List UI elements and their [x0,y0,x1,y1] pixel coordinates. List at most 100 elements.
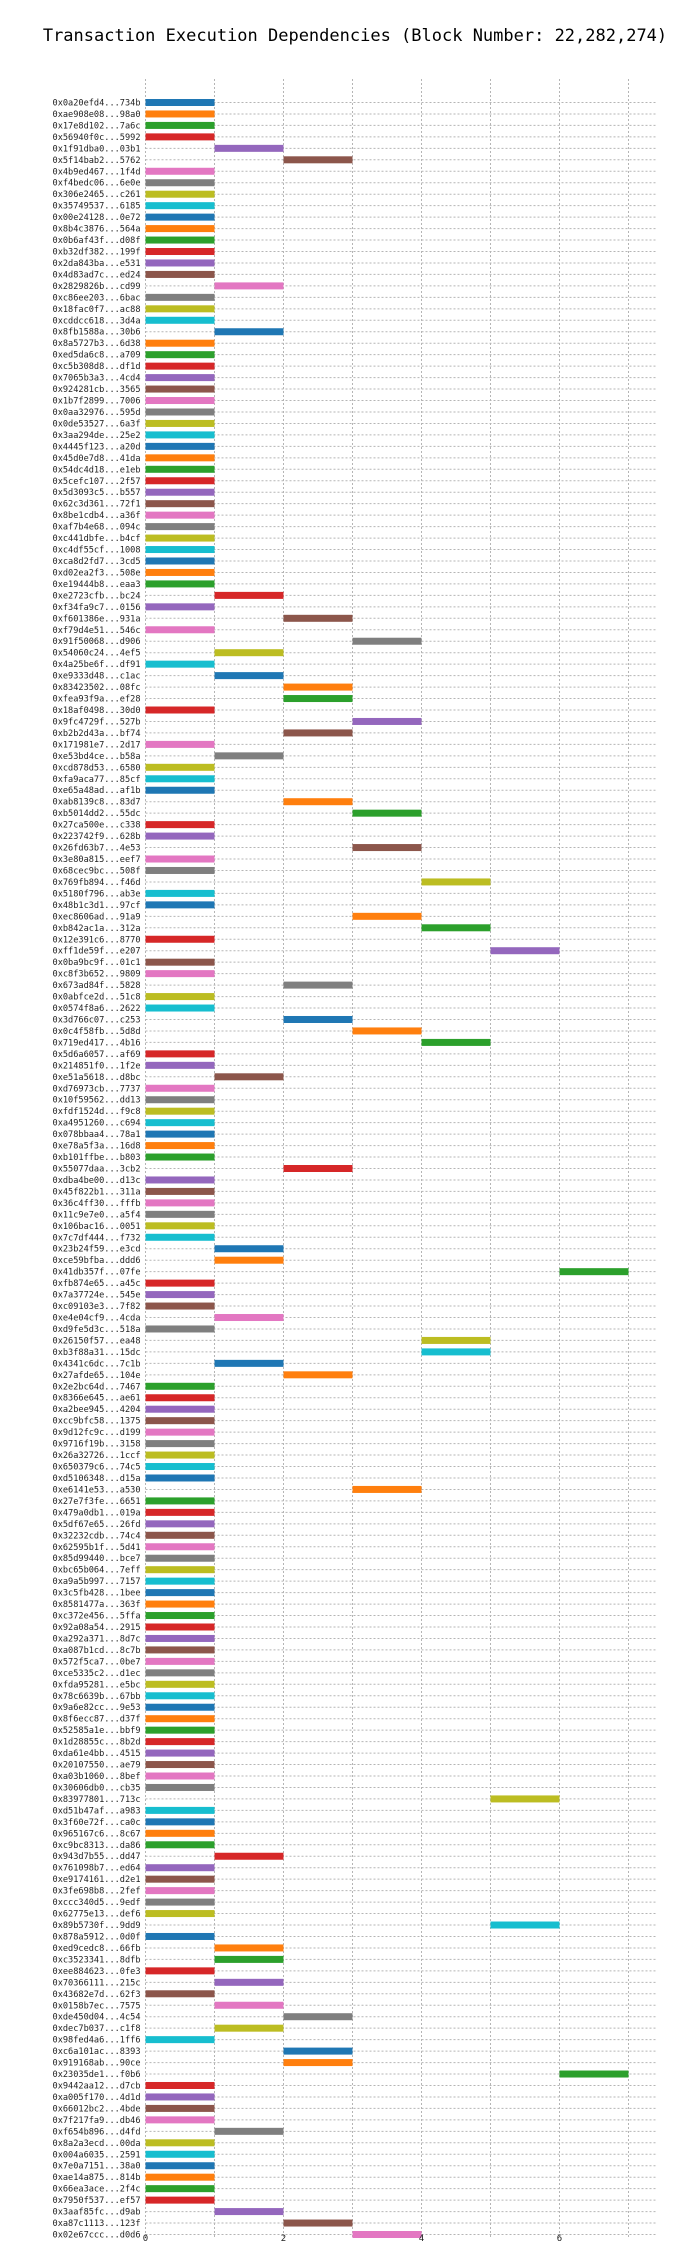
transaction-bar [145,1279,215,1287]
transaction-label: 0x8a5727b3...6d38 [53,339,141,349]
transaction-label: 0xae14a875...814b [53,2173,141,2183]
transaction-bar [145,1612,215,1620]
transaction-bar [352,844,422,852]
transaction-label: 0x4341c6dc...7c1b [53,1359,141,1369]
transaction-bar [145,362,215,370]
transaction-label: 0x479a0db1...019a [53,1508,141,1518]
transaction-label: 0xe6141e53...a530 [53,1485,141,1495]
transaction-label: 0xe2723cfb...bc24 [53,591,141,601]
transaction-label: 0xcddcc618...3d4a [53,316,141,326]
transaction-label: 0x171981e7...2d17 [53,740,141,750]
transaction-label: 0x62775e13...def6 [53,1910,141,1920]
transaction-bar [145,1474,215,1482]
transaction-bar [145,2104,215,2112]
transaction-label: 0x572f5ca7...0be7 [53,1657,141,1667]
transaction-bar [145,179,215,187]
transaction-bar [145,190,215,198]
transaction-label: 0x27e7f3fe...6651 [53,1497,141,1507]
transaction-label: 0x4d83ad7c...ed24 [53,270,141,280]
transaction-label: 0x4445f123...a20d [53,442,141,452]
transaction-bar [145,465,215,473]
transaction-bar [283,695,353,703]
transaction-bar [283,2219,353,2227]
transaction-bar [145,821,215,829]
transaction-label: 0x3aa294de...25e2 [53,431,141,441]
transaction-label: 0xe9333d48...c1ac [53,672,141,682]
transaction-bar [145,993,215,1001]
transaction-label: 0x68cec9bc...508f [53,866,141,876]
transaction-bar [145,1520,215,1528]
transaction-label: 0x8366e645...ae61 [53,1394,141,1404]
transaction-label: 0x85d99440...bce7 [53,1554,141,1564]
transaction-label: 0x83423502...08fc [53,683,141,693]
transaction-label: 0x9442aa12...d7cb [53,2081,141,2091]
transaction-label: 0xc09103e3...7f82 [53,1302,141,1312]
transaction-label: 0xccc340d5...9edf [53,1898,141,1908]
transaction-bar [214,2001,284,2009]
transaction-label: 0xdec7b037...c1f8 [53,2024,141,2034]
transaction-label: 0x20107550...ae79 [53,1761,141,1771]
transaction-bar [145,385,215,393]
transaction-bar [145,1772,215,1780]
transaction-bar [145,568,215,576]
transaction-bar [145,1084,215,1092]
transaction-bar [145,305,215,313]
transaction-label: 0x43682e7d...62f3 [53,1990,141,2000]
transaction-label: 0xa005f170...4d1d [53,2093,141,2103]
transaction-label: 0x12e391c6...8770 [53,935,141,945]
transaction-bar [283,683,353,691]
transaction-bar [145,2162,215,2170]
transaction-label: 0x26a32726...1ccf [53,1451,141,1461]
transaction-label: 0xa4951260...c694 [53,1119,141,1129]
transaction-bar [283,1015,353,1023]
x-tick-label: 0 [143,2234,148,2244]
transaction-label: 0x9716f19b...3158 [53,1440,141,1450]
transaction-label: 0x7c7df444...f732 [53,1233,141,1243]
transaction-label: 0xd5106348...d15a [53,1474,141,1484]
transaction-label: 0x92a08a54...2915 [53,1623,141,1633]
transaction-bar [145,1600,215,1608]
transaction-label: 0x83977801...713c [53,1795,141,1805]
transaction-label: 0xa87c1113...123f [53,2219,141,2229]
transaction-label: 0x98fed4a6...1ff6 [53,2036,141,2046]
transaction-bar [145,763,215,771]
transaction-label: 0x2e2bc64d...7467 [53,1382,141,1392]
transaction-bar [214,1073,284,1081]
transaction-label: 0xce5335c2...d1ec [53,1669,141,1679]
transaction-label: 0xd02ea2f3...508e [53,568,141,578]
transaction-bar [145,1990,215,1998]
transaction-bar [145,270,215,278]
transaction-label: 0x943d7b55...dd47 [53,1852,141,1862]
transaction-bar [145,2185,215,2193]
transaction-bar [145,1806,215,1814]
transaction-label: 0x3f60e72f...ca0c [53,1818,141,1828]
transaction-label: 0x36c4ff30...fffb [53,1199,141,1209]
chart-title: Transaction Execution Dependencies (Bloc… [43,26,667,46]
transaction-label: 0x8a2a3ecd...00da [53,2139,141,2149]
transaction-label: 0x91f50068...d906 [53,637,141,647]
transaction-bar [214,2208,284,2216]
transaction-label: 0x54060c24...4ef5 [53,649,141,659]
transaction-label: 0x0158b7ec...7575 [53,2001,141,2011]
transaction-bar [145,1050,215,1058]
transaction-label: 0xb101ffbe...b803 [53,1153,141,1163]
transaction-label: 0x02e67ccc...d0d6 [53,2231,141,2241]
transaction-label: 0x2da843ba...e531 [53,259,141,269]
transaction-label: 0xf79d4e51...546c [53,626,141,636]
transaction-bar [214,1852,284,1860]
transaction-bar [145,2173,215,2181]
transaction-bar [145,121,215,129]
transaction-bar [145,1864,215,1872]
transaction-label: 0x18fac0f7...ac88 [53,305,141,315]
transaction-label: 0xa03b1060...8bef [53,1772,141,1782]
transaction-label: 0xfb874e65...a45c [53,1279,141,1289]
transaction-bar [145,1382,215,1390]
transaction-bar [145,603,215,611]
transaction-bar [145,248,215,256]
transaction-label: 0xde450d04...4c54 [53,2013,141,2023]
transaction-label: 0x1b7f2899...7006 [53,397,141,407]
transaction-bar [145,374,215,382]
transaction-bar [145,1554,215,1562]
transaction-bar [214,1245,284,1253]
transaction-label: 0xae908e08...98a0 [53,110,141,120]
